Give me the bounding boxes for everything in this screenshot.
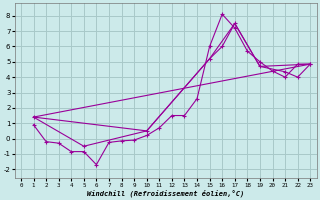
X-axis label: Windchill (Refroidissement éolien,°C): Windchill (Refroidissement éolien,°C) [87,189,244,197]
